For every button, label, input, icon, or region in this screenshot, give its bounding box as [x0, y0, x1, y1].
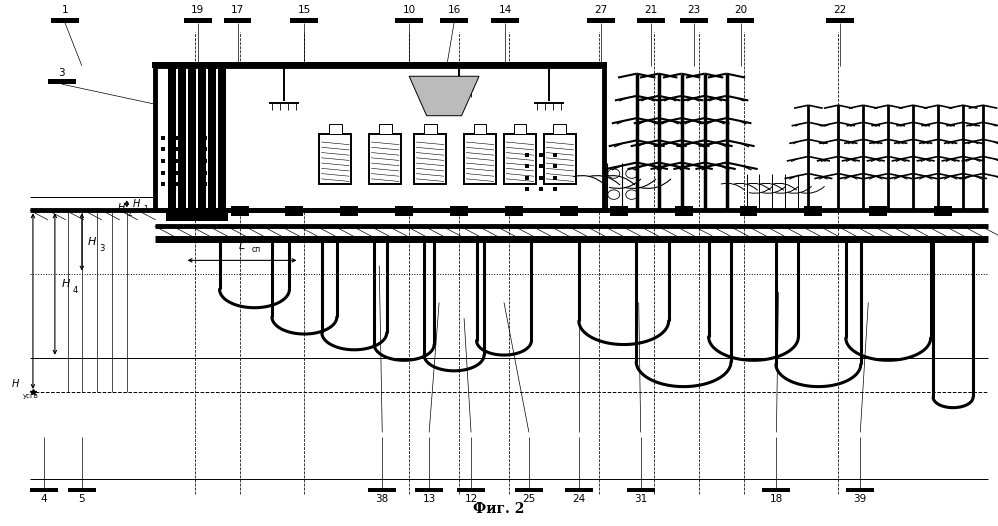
Bar [762, 488, 790, 492]
Bar [554, 124, 566, 134]
Bar [515, 488, 543, 492]
Text: 3: 3 [99, 244, 104, 253]
Text: сп: сп [251, 245, 261, 254]
Text: L: L [239, 241, 246, 251]
Bar [675, 206, 693, 216]
Text: 18: 18 [769, 494, 783, 504]
Text: Фиг. 2: Фиг. 2 [473, 502, 525, 516]
Bar [285, 206, 303, 216]
Bar [186, 211, 198, 221]
Bar [565, 488, 593, 492]
Bar [464, 134, 496, 184]
Bar [155, 66, 604, 210]
Bar [491, 18, 519, 23]
Text: 12: 12 [464, 494, 478, 504]
Bar [379, 124, 391, 134]
Bar [68, 488, 96, 492]
Bar [224, 18, 251, 23]
Bar [587, 18, 615, 23]
Bar [184, 18, 212, 23]
Bar [231, 206, 249, 216]
Bar [457, 488, 485, 492]
Bar [424, 124, 436, 134]
Text: H: H [118, 203, 125, 213]
Bar [319, 134, 351, 184]
Bar [206, 211, 218, 221]
Bar [560, 206, 578, 216]
Bar [196, 211, 208, 221]
Bar [329, 124, 341, 134]
Bar [627, 488, 655, 492]
Text: 4: 4 [73, 286, 78, 295]
Text: 14: 14 [498, 5, 512, 15]
Bar [826, 18, 854, 23]
Bar [48, 79, 76, 84]
Bar [166, 211, 178, 221]
Bar [804, 206, 822, 216]
Bar [368, 488, 396, 492]
Text: 1: 1 [62, 5, 68, 15]
Bar [218, 66, 226, 213]
Text: 5: 5 [79, 494, 85, 504]
Text: H: H [88, 237, 96, 247]
Bar [680, 18, 708, 23]
Text: 24: 24 [572, 494, 586, 504]
Bar [290, 18, 318, 23]
Text: 38: 38 [375, 494, 389, 504]
Text: H: H [133, 199, 140, 209]
Text: H: H [62, 279, 70, 289]
Text: 10: 10 [402, 5, 416, 15]
Bar [30, 488, 58, 492]
Bar [51, 18, 79, 23]
Bar [504, 134, 536, 184]
Bar [369, 134, 401, 184]
Bar [340, 206, 358, 216]
Bar [415, 488, 443, 492]
Text: 19: 19 [191, 5, 205, 15]
Text: 3: 3 [59, 68, 65, 78]
Bar [934, 206, 952, 216]
Bar [505, 206, 523, 216]
Bar [727, 18, 754, 23]
Bar [152, 62, 607, 68]
Bar [610, 206, 628, 216]
Text: 2: 2 [128, 208, 133, 218]
Bar [395, 206, 413, 216]
Bar [188, 66, 196, 213]
Bar [514, 124, 526, 134]
Bar [208, 66, 216, 213]
Text: 27: 27 [594, 5, 608, 15]
Bar [178, 66, 186, 213]
Bar [176, 211, 188, 221]
Text: усгв: усгв [23, 393, 39, 399]
Text: H: H [12, 379, 19, 389]
Bar [637, 18, 665, 23]
Bar [740, 206, 757, 216]
Text: 20: 20 [734, 5, 748, 15]
Text: 4: 4 [41, 494, 47, 504]
Text: 21: 21 [644, 5, 658, 15]
Text: 13: 13 [422, 494, 436, 504]
Text: 15: 15 [297, 5, 311, 15]
Text: 31: 31 [634, 494, 648, 504]
Polygon shape [409, 76, 479, 116]
Text: 1: 1 [143, 205, 148, 214]
Text: 16: 16 [447, 5, 461, 15]
Bar [168, 66, 176, 213]
Text: 39: 39 [853, 494, 867, 504]
Bar [869, 206, 887, 216]
Text: 17: 17 [231, 5, 245, 15]
Bar [414, 134, 446, 184]
Bar [846, 488, 874, 492]
Text: 25: 25 [522, 494, 536, 504]
Text: 23: 23 [687, 5, 701, 15]
Text: 22: 22 [833, 5, 847, 15]
Bar [216, 211, 228, 221]
Bar [450, 206, 468, 216]
Bar [198, 66, 206, 213]
Bar [440, 18, 468, 23]
Bar [544, 134, 576, 184]
Bar [474, 124, 486, 134]
Bar [395, 18, 423, 23]
